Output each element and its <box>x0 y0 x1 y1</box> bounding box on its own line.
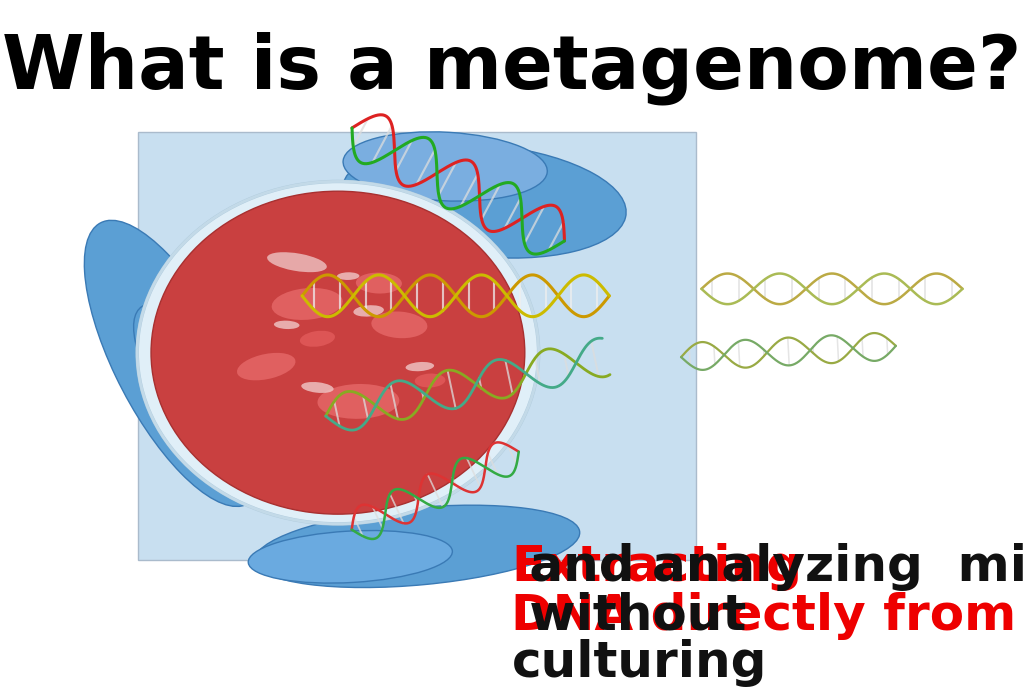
Ellipse shape <box>337 272 359 280</box>
Ellipse shape <box>356 273 401 294</box>
Text: Extracting: Extracting <box>511 544 802 591</box>
Ellipse shape <box>317 384 399 419</box>
Ellipse shape <box>300 331 335 347</box>
Bar <box>138 132 696 560</box>
Ellipse shape <box>248 530 453 583</box>
Ellipse shape <box>152 191 524 514</box>
Ellipse shape <box>271 288 343 320</box>
Text: and analyzing  microbial: and analyzing microbial <box>512 544 1024 591</box>
Text: What is a metagenome?: What is a metagenome? <box>2 31 1022 105</box>
Ellipse shape <box>84 221 264 507</box>
Ellipse shape <box>267 252 327 272</box>
Ellipse shape <box>342 143 626 258</box>
Ellipse shape <box>343 132 547 201</box>
Ellipse shape <box>406 362 434 371</box>
Ellipse shape <box>133 303 287 491</box>
Ellipse shape <box>255 505 580 587</box>
Text: without: without <box>512 592 746 640</box>
Ellipse shape <box>274 321 299 329</box>
Ellipse shape <box>353 306 384 317</box>
Ellipse shape <box>137 182 539 524</box>
Text: culturing: culturing <box>512 639 767 686</box>
Text: DNA directly from food: DNA directly from food <box>511 592 1024 640</box>
Ellipse shape <box>372 312 427 338</box>
Ellipse shape <box>415 374 445 388</box>
Ellipse shape <box>237 353 296 380</box>
Ellipse shape <box>301 382 334 393</box>
